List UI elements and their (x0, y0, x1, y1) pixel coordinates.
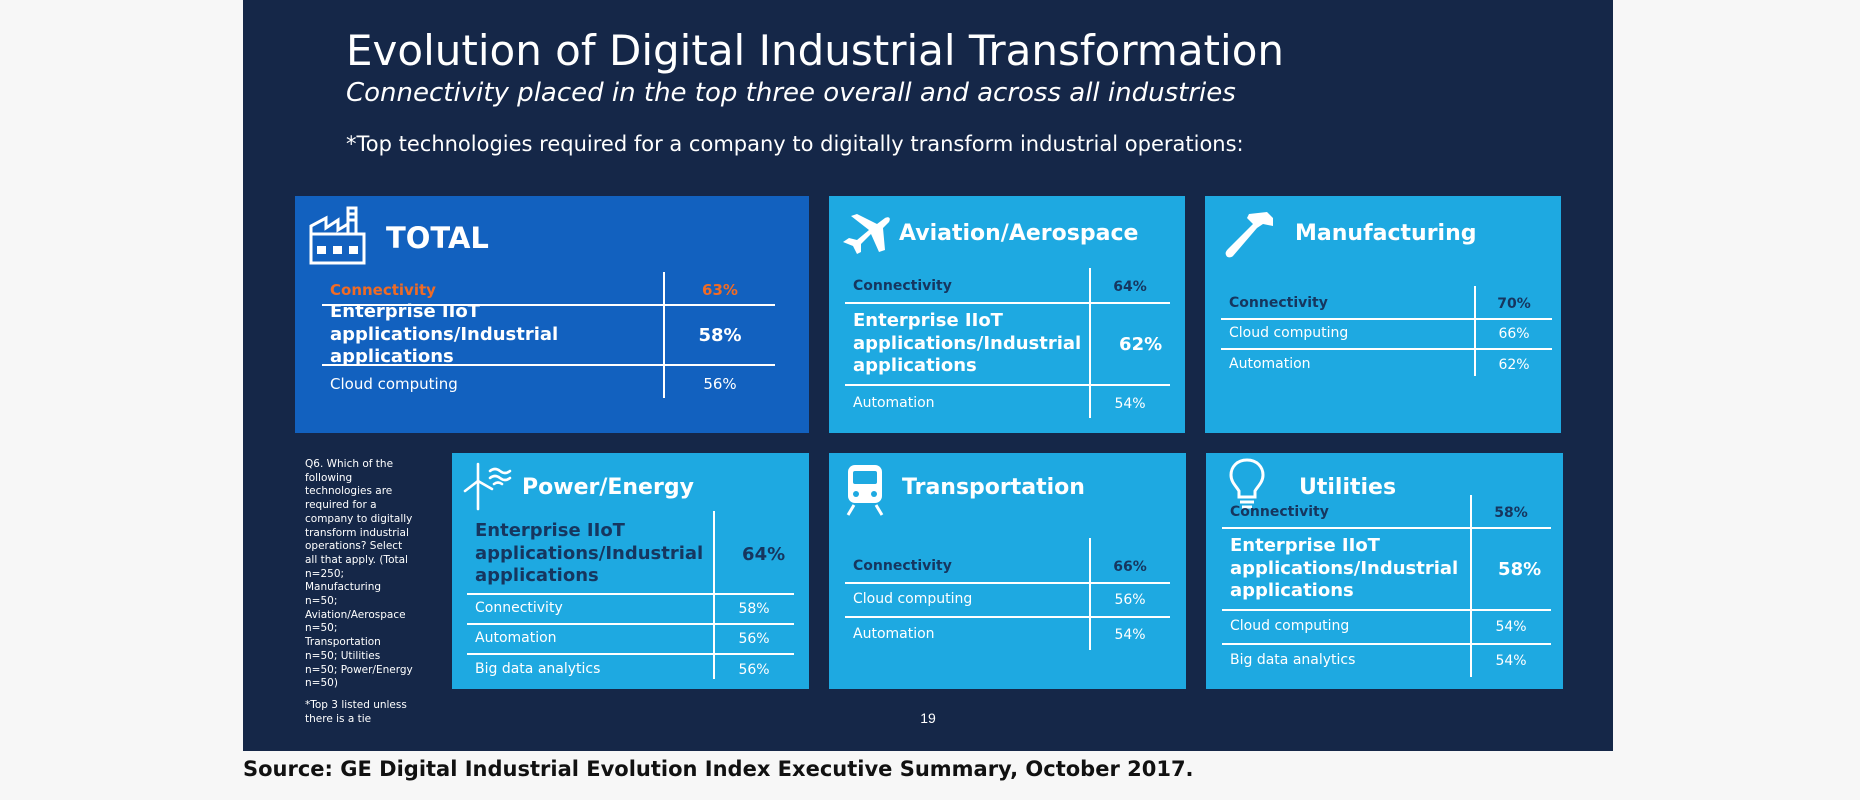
row-label: Enterprise IIoT applications/Industrial … (853, 310, 1082, 377)
factory-icon (309, 206, 366, 265)
row-label: Connectivity (853, 558, 952, 575)
table-row: Cloud computing 56% (322, 366, 775, 402)
row-label: Cloud computing (853, 591, 973, 608)
data-table: Connectivity 58% Enterprise IIoT applica… (1222, 495, 1551, 677)
row-value: 63% (702, 281, 738, 299)
row-label: Automation (475, 630, 557, 647)
card-transportation: Transportation Connectivity 66% Cloud co… (829, 453, 1186, 689)
column-divider (1089, 268, 1091, 418)
table-row: Connectivity 70% (1221, 290, 1552, 320)
card-title: TOTAL (386, 221, 489, 255)
row-value: 66% (1113, 559, 1147, 575)
footnote: *Top 3 listed unless there is a tie (305, 698, 407, 725)
table-row: Connectivity 58% (1222, 499, 1551, 529)
row-value: 70% (1497, 296, 1531, 312)
row-label: Big data analytics (1230, 652, 1356, 669)
card-title: Aviation/Aerospace (899, 221, 1139, 246)
data-table: Connectivity 70% Cloud computing 66% Aut… (1221, 286, 1552, 380)
row-label: Cloud computing (1230, 618, 1350, 635)
row-value: 56% (1114, 592, 1146, 608)
row-value: 56% (738, 631, 770, 647)
airplane-icon (843, 214, 890, 254)
table-row: Cloud computing 66% (1221, 320, 1552, 350)
row-value: 58% (1498, 558, 1542, 580)
row-label: Cloud computing (330, 374, 458, 393)
row-label: Connectivity (475, 600, 563, 617)
row-value: 54% (1495, 653, 1527, 669)
row-label: Automation (853, 626, 935, 643)
card-title: Transportation (902, 475, 1085, 500)
row-value: 62% (1498, 357, 1530, 373)
hammer-icon (1225, 212, 1273, 258)
row-value: 58% (738, 601, 770, 617)
row-label: Enterprise IIoT applications/Industrial … (330, 301, 559, 368)
row-label: Connectivity (330, 280, 436, 299)
data-table: Connectivity 63% Enterprise IIoT applica… (322, 272, 775, 402)
table-row: Enterprise IIoT applications/Industrial … (322, 301, 775, 367)
page-number: 19 (920, 710, 936, 726)
intro-note: *Top technologies required for a company… (346, 132, 1244, 156)
page-subtitle: Connectivity placed in the top three ove… (346, 78, 1236, 108)
slide: Evolution of Digital Industrial Transfor… (243, 0, 1613, 751)
card-power-energy: Power/Energy Enterprise IIoT application… (452, 453, 809, 689)
column-divider (1089, 538, 1091, 650)
table-row: Automation 54% (845, 386, 1170, 422)
card-aviation: Aviation/Aerospace Connectivity 64% Ente… (829, 196, 1185, 433)
table-row: Enterprise IIoT applications/Industrial … (467, 515, 794, 595)
table-row: Connectivity 66% (845, 552, 1170, 584)
table-row: Cloud computing 54% (1222, 611, 1551, 645)
table-row: Connectivity 58% (467, 595, 794, 625)
card-utilities: Utilities Connectivity 58% Enterprise II… (1206, 453, 1563, 689)
row-value: 62% (1119, 333, 1163, 355)
card-title: Utilities (1299, 475, 1397, 500)
column-divider (1474, 286, 1476, 376)
table-row: Connectivity 63% (322, 276, 775, 306)
row-value: 64% (742, 543, 786, 565)
question-note: Q6. Which of the following technologies … (305, 458, 415, 734)
card-total: TOTAL Connectivity 63% Enterprise IIoT a… (295, 196, 809, 433)
table-row: Big data analytics 56% (467, 655, 794, 685)
column-divider (713, 511, 715, 679)
lightbulb-icon (1229, 458, 1265, 509)
data-table: Enterprise IIoT applications/Industrial … (467, 511, 794, 685)
question-text: Q6. Which of the following technologies … (305, 458, 413, 690)
row-label: Enterprise IIoT applications/Industrial … (1230, 535, 1459, 602)
train-icon (846, 465, 884, 516)
table-row: Big data analytics 54% (1222, 645, 1551, 677)
row-label: Cloud computing (1229, 325, 1349, 342)
wind-turbine-icon (463, 462, 512, 511)
card-title: Manufacturing (1295, 221, 1477, 246)
row-label: Connectivity (1229, 295, 1328, 312)
table-row: Connectivity 64% (845, 272, 1170, 304)
row-label: Automation (853, 395, 935, 412)
data-table: Connectivity 64% Enterprise IIoT applica… (845, 268, 1170, 422)
row-value: 54% (1114, 396, 1146, 412)
table-row: Cloud computing 56% (845, 584, 1170, 618)
data-table: Connectivity 66% Cloud computing 56% Aut… (845, 538, 1170, 652)
row-value: 56% (738, 662, 770, 678)
table-row: Enterprise IIoT applications/Industrial … (1222, 529, 1551, 611)
row-value: 54% (1495, 619, 1527, 635)
row-label: Big data analytics (475, 661, 601, 678)
row-value: 54% (1114, 627, 1146, 643)
row-label: Enterprise IIoT applications/Industrial … (475, 520, 704, 587)
table-row: Automation 56% (467, 625, 794, 655)
card-title: Power/Energy (522, 475, 694, 500)
row-value: 56% (703, 375, 737, 393)
row-label: Connectivity (1230, 504, 1329, 521)
table-row: Automation 54% (845, 618, 1170, 652)
row-value: 66% (1498, 326, 1530, 342)
column-divider (663, 272, 665, 398)
row-value: 64% (1113, 279, 1147, 295)
table-row: Automation 62% (1221, 350, 1552, 380)
row-value: 58% (1494, 505, 1528, 521)
row-value: 58% (698, 324, 742, 346)
row-label: Automation (1229, 356, 1311, 373)
row-label: Connectivity (853, 278, 952, 295)
source-caption: Source: GE Digital Industrial Evolution … (243, 757, 1194, 781)
column-divider (1470, 495, 1472, 677)
table-row: Enterprise IIoT applications/Industrial … (845, 304, 1170, 386)
card-manufacturing: Manufacturing Connectivity 70% Cloud com… (1205, 196, 1561, 433)
page-title: Evolution of Digital Industrial Transfor… (346, 26, 1285, 75)
